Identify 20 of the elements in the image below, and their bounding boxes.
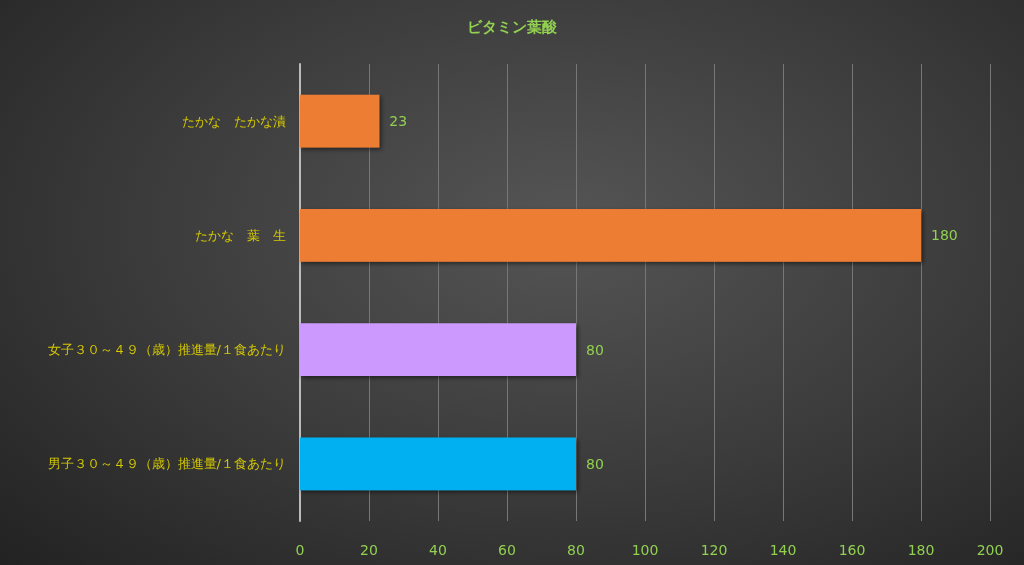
y-tick-label: 男子３０～４９（歳）推進量/１食あたり [47, 456, 286, 472]
x-tick-label: 20 [360, 542, 378, 558]
y-tick-label: 女子３０～４９（歳）推進量/１食あたり [47, 342, 286, 358]
x-tick-label: 80 [567, 542, 585, 558]
x-tick-label: 60 [498, 542, 516, 558]
x-tick-label: 100 [631, 542, 659, 558]
data-label: 80 [586, 455, 604, 472]
x-tick-label: 160 [838, 542, 866, 558]
x-tick-label: 40 [429, 542, 447, 558]
x-tick-label: 0 [295, 542, 305, 558]
y-tick-label: たかな 葉 生 [195, 227, 286, 243]
x-tick-label: 200 [976, 542, 1004, 558]
chart-title: ビタミン葉酸 [467, 17, 558, 36]
x-tick-label: 140 [769, 542, 797, 558]
y-tick-label: たかな たかな漬 [182, 113, 286, 129]
data-label: 23 [389, 113, 408, 130]
data-label: 80 [586, 341, 604, 358]
x-tick-label: 120 [700, 542, 728, 558]
x-tick-label: 180 [907, 542, 935, 558]
data-label: 180 [931, 227, 958, 244]
